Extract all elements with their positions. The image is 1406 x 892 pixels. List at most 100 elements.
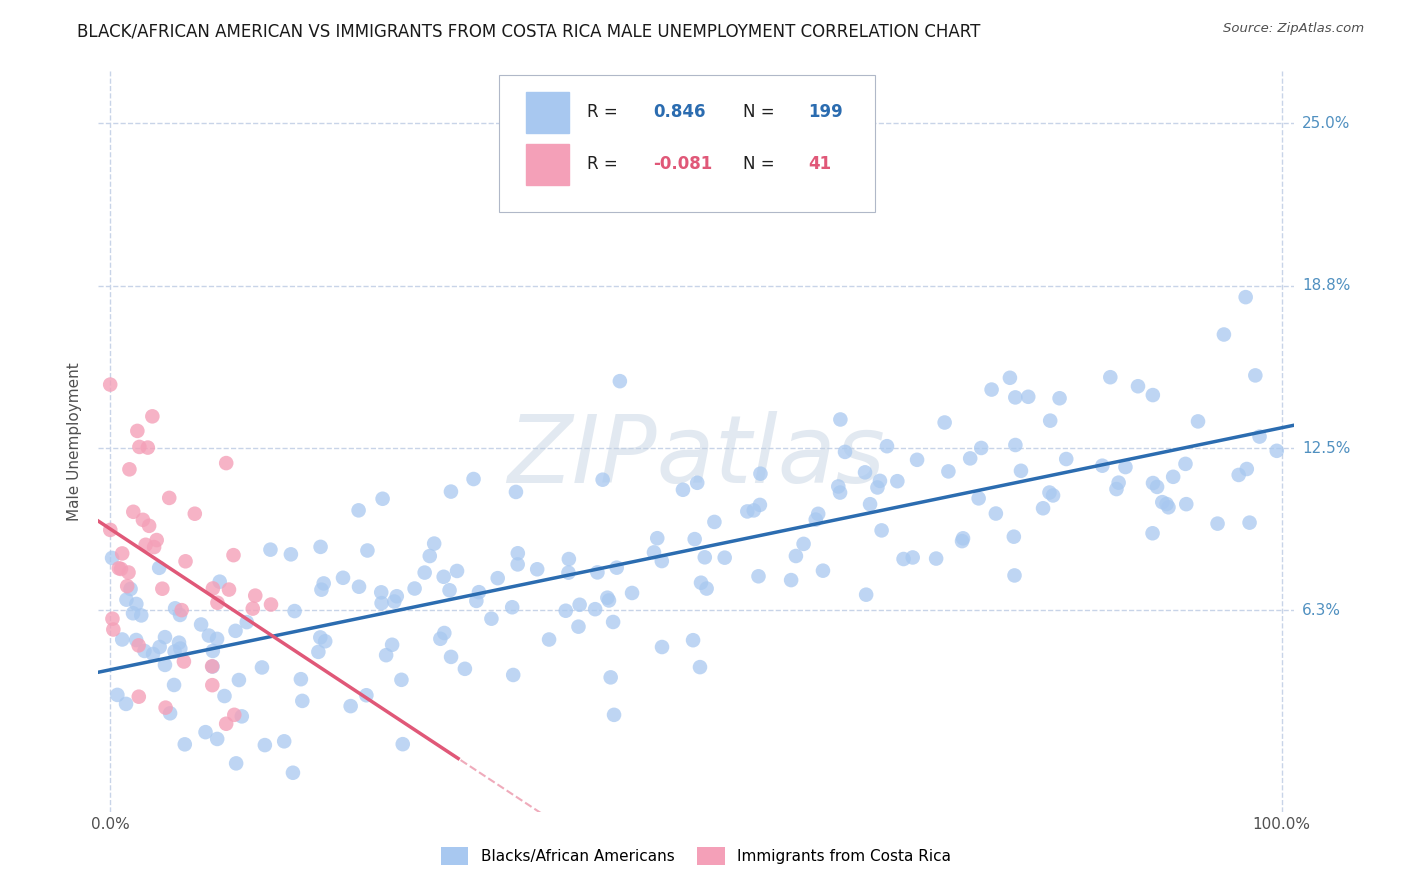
- Point: [586, 566, 609, 580]
- Point: [128, 638, 150, 652]
- Point: [201, 678, 224, 692]
- Point: [870, 524, 893, 538]
- Point: [250, 660, 273, 674]
- Point: [157, 491, 180, 505]
- Point: [905, 452, 928, 467]
- Point: [876, 439, 898, 453]
- Point: [143, 540, 166, 554]
- Point: [201, 659, 224, 673]
- Point: [134, 644, 156, 658]
- Point: [853, 466, 876, 480]
- Point: [242, 601, 264, 615]
- Text: 25.0%: 25.0%: [1302, 116, 1350, 131]
- Point: [215, 456, 238, 470]
- Point: [332, 571, 354, 585]
- Point: [967, 491, 990, 506]
- Point: [747, 569, 769, 583]
- Point: [609, 374, 631, 388]
- Point: [1161, 470, 1184, 484]
- Point: [446, 564, 468, 578]
- Point: [98, 377, 121, 392]
- Point: [138, 518, 160, 533]
- Point: [866, 480, 889, 494]
- Point: [683, 532, 706, 546]
- Point: [486, 571, 509, 585]
- Point: [155, 700, 177, 714]
- Point: [103, 623, 125, 637]
- Point: [690, 575, 713, 590]
- Point: [793, 537, 815, 551]
- Point: [125, 632, 148, 647]
- Point: [132, 513, 155, 527]
- Point: [253, 738, 276, 752]
- Point: [583, 602, 606, 616]
- Point: [1049, 391, 1071, 405]
- Point: [260, 598, 283, 612]
- Point: [429, 632, 451, 646]
- Point: [886, 474, 908, 488]
- Text: 12.5%: 12.5%: [1302, 441, 1350, 456]
- Text: 0.846: 0.846: [652, 103, 706, 121]
- Point: [111, 546, 134, 560]
- FancyBboxPatch shape: [526, 92, 569, 133]
- Point: [465, 594, 488, 608]
- Point: [998, 371, 1021, 385]
- Point: [1114, 460, 1136, 475]
- Point: [370, 596, 392, 610]
- Point: [273, 734, 295, 748]
- Point: [128, 440, 150, 454]
- Point: [201, 644, 224, 658]
- Text: Source: ZipAtlas.com: Source: ZipAtlas.com: [1223, 22, 1364, 36]
- Point: [356, 688, 378, 702]
- Point: [127, 424, 149, 438]
- Point: [148, 561, 170, 575]
- Text: 41: 41: [808, 155, 831, 173]
- Y-axis label: Male Unemployment: Male Unemployment: [67, 362, 83, 521]
- Point: [1004, 568, 1026, 582]
- Point: [207, 596, 229, 610]
- Point: [201, 582, 224, 596]
- Point: [184, 507, 207, 521]
- Point: [165, 601, 187, 615]
- Point: [748, 498, 770, 512]
- Point: [567, 620, 589, 634]
- Point: [827, 479, 849, 493]
- Point: [713, 550, 735, 565]
- Point: [381, 638, 404, 652]
- Point: [938, 464, 960, 478]
- Point: [198, 629, 221, 643]
- Point: [454, 662, 477, 676]
- Point: [135, 538, 157, 552]
- Point: [855, 588, 877, 602]
- Point: [208, 574, 231, 589]
- Point: [280, 547, 302, 561]
- Point: [174, 554, 197, 568]
- Point: [1239, 516, 1261, 530]
- Point: [190, 617, 212, 632]
- Point: [205, 632, 228, 646]
- Point: [419, 549, 441, 563]
- Point: [118, 462, 141, 476]
- Point: [1142, 476, 1164, 491]
- Point: [153, 657, 176, 672]
- Point: [1032, 501, 1054, 516]
- Point: [1017, 390, 1039, 404]
- Point: [1142, 388, 1164, 402]
- Text: -0.081: -0.081: [652, 155, 713, 173]
- Point: [598, 593, 620, 607]
- Point: [163, 644, 186, 658]
- Point: [222, 548, 245, 562]
- Point: [347, 580, 370, 594]
- Point: [291, 694, 314, 708]
- Point: [423, 536, 446, 550]
- Point: [375, 648, 398, 662]
- Point: [125, 597, 148, 611]
- Text: R =: R =: [588, 155, 623, 173]
- Point: [703, 515, 725, 529]
- Point: [413, 566, 436, 580]
- Point: [568, 598, 591, 612]
- Point: [1187, 414, 1209, 428]
- Text: 6.3%: 6.3%: [1302, 603, 1341, 618]
- Point: [606, 560, 628, 574]
- Point: [1054, 452, 1077, 467]
